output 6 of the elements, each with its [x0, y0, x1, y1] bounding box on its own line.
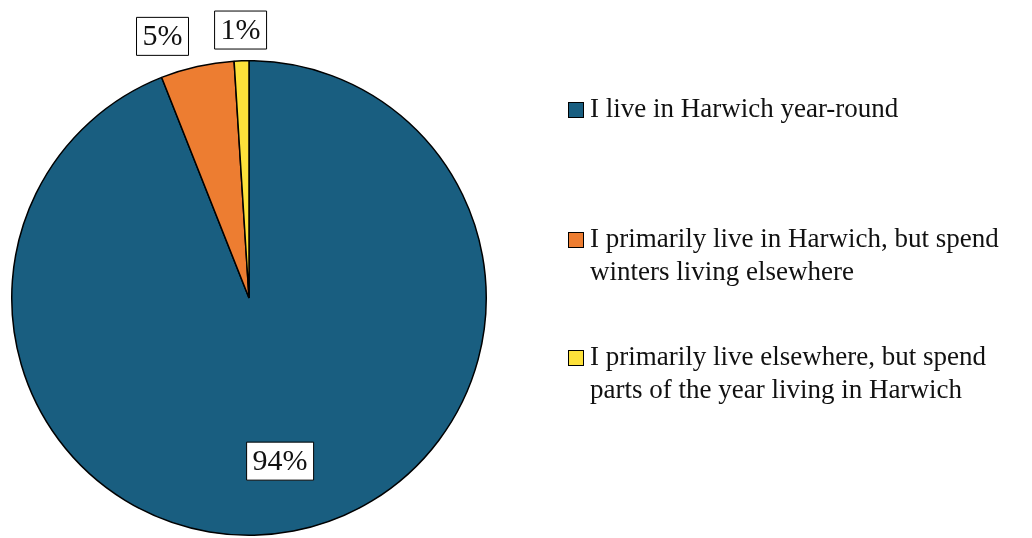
data-label: 5% — [142, 18, 183, 52]
data-label: 94% — [252, 443, 308, 477]
legend-label: I primarily live elsewhere, but spend parts of the year living in Harwich — [590, 340, 987, 406]
data-label: 1% — [220, 11, 261, 45]
legend-label: I live in Harwich year-round — [590, 92, 899, 125]
legend-label: I primarily live in Harwich, but spend winters living elsewhere — [590, 222, 1000, 288]
